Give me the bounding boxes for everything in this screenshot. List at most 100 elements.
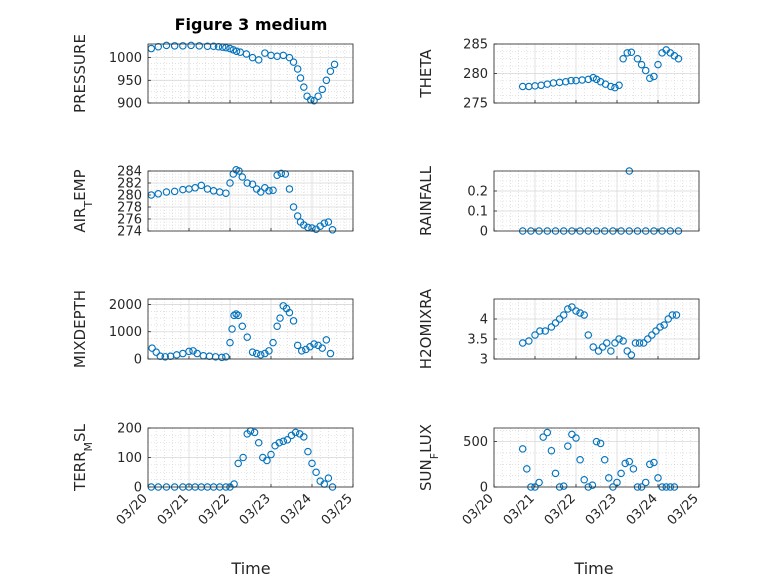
x-tick-label: 03/22 (196, 491, 233, 528)
data-point (265, 347, 273, 355)
data-point (607, 347, 615, 355)
data-point (596, 439, 605, 448)
data-point (256, 188, 265, 196)
x-tick-label: 03/21 (501, 491, 538, 528)
x-tick-label: 03/22 (542, 491, 579, 528)
data-point (254, 56, 263, 64)
data-point (576, 309, 584, 317)
data-point (650, 458, 658, 467)
y-tick-label: 0 (134, 353, 142, 368)
data-point (623, 347, 631, 355)
data-point (617, 469, 625, 478)
data-point (222, 353, 230, 361)
axes-box (493, 298, 700, 360)
x-tick-label: 03/20 (114, 491, 151, 528)
y-tick-label: 0 (480, 225, 488, 240)
axes-box (147, 170, 354, 232)
data-point (277, 169, 285, 178)
data-point (611, 83, 619, 92)
data-point (627, 48, 636, 57)
data-point (154, 42, 163, 51)
data-point (543, 428, 552, 437)
data-point (252, 349, 261, 358)
data-point (265, 187, 273, 195)
subplot-h2omixra: 3 3.5 4 H2OMIXRA (417, 288, 700, 369)
data-point (229, 46, 238, 54)
data-point (619, 337, 627, 345)
plot-area (148, 44, 353, 103)
data-point (326, 349, 335, 358)
data-point (187, 41, 195, 50)
data-point (664, 315, 672, 323)
data-point (625, 457, 634, 466)
subplot-pressure: 900 950 1000 PRESSURE (71, 34, 354, 113)
data-point (300, 221, 308, 229)
data-point (275, 438, 283, 447)
data-point (654, 60, 662, 69)
x-tick-label: 03/24 (278, 491, 315, 528)
data-point (580, 475, 588, 484)
x-axis-label-right: Time (573, 559, 613, 578)
data-point (576, 456, 584, 464)
data-point (269, 186, 277, 194)
data-point (300, 433, 308, 441)
y-tick-label: 282 (117, 177, 142, 192)
data-point (328, 226, 337, 234)
data-point (322, 336, 331, 344)
data-point (641, 478, 650, 487)
data-point (276, 314, 284, 322)
data-point (564, 442, 572, 450)
data-point (580, 311, 588, 319)
data-point (279, 437, 288, 446)
y-axis-label: THETA (417, 49, 435, 99)
y-tick-label: 1000 (109, 51, 142, 66)
y-axis-label: AIRTEMP (71, 169, 95, 232)
data-point (320, 219, 329, 227)
data-point (285, 53, 294, 62)
y-tick-label: 0.2 (467, 185, 488, 200)
data-point (561, 78, 570, 86)
data-point (293, 212, 302, 220)
data-point (291, 428, 300, 437)
data-point (218, 353, 226, 362)
data-point (551, 319, 560, 327)
data-point (234, 459, 242, 468)
y-tick-label: 0.1 (467, 205, 488, 220)
data-point (254, 438, 263, 447)
data-point (297, 347, 306, 355)
data-point (267, 450, 275, 459)
data-point (243, 333, 251, 341)
y-tick-label: 284 (117, 165, 142, 180)
data-point (214, 42, 223, 51)
data-point (660, 321, 668, 329)
data-point (646, 74, 654, 82)
data-point (600, 456, 609, 464)
data-point (518, 445, 527, 453)
data-point (652, 327, 660, 335)
data-point (592, 437, 601, 446)
data-point (226, 338, 234, 347)
data-point (161, 353, 169, 361)
data-point (641, 66, 650, 75)
y-axis-label: MIXDEPTH (71, 290, 89, 368)
data-point (643, 335, 652, 343)
data-point (627, 351, 636, 359)
x-tick-label: 03/25 (665, 491, 702, 528)
data-point (285, 308, 294, 317)
data-point (631, 339, 640, 347)
data-point (330, 60, 339, 69)
data-point (243, 179, 251, 187)
y-tick-label: 2000 (109, 298, 142, 313)
data-point (572, 434, 580, 442)
data-point (191, 184, 199, 192)
subplot-sun-flux: 0 500 03/20 03/21 03/22 03/23 03/24 03/25 SUNFLU… (417, 424, 702, 528)
data-point (209, 42, 218, 51)
axes-box (493, 170, 700, 232)
y-tick-label: 280 (117, 189, 142, 204)
data-point (535, 478, 543, 487)
x-tick-label: 03/20 (460, 491, 497, 528)
data-point (633, 54, 642, 63)
data-point (531, 331, 539, 339)
plot-area (494, 428, 699, 487)
data-point (637, 60, 646, 69)
